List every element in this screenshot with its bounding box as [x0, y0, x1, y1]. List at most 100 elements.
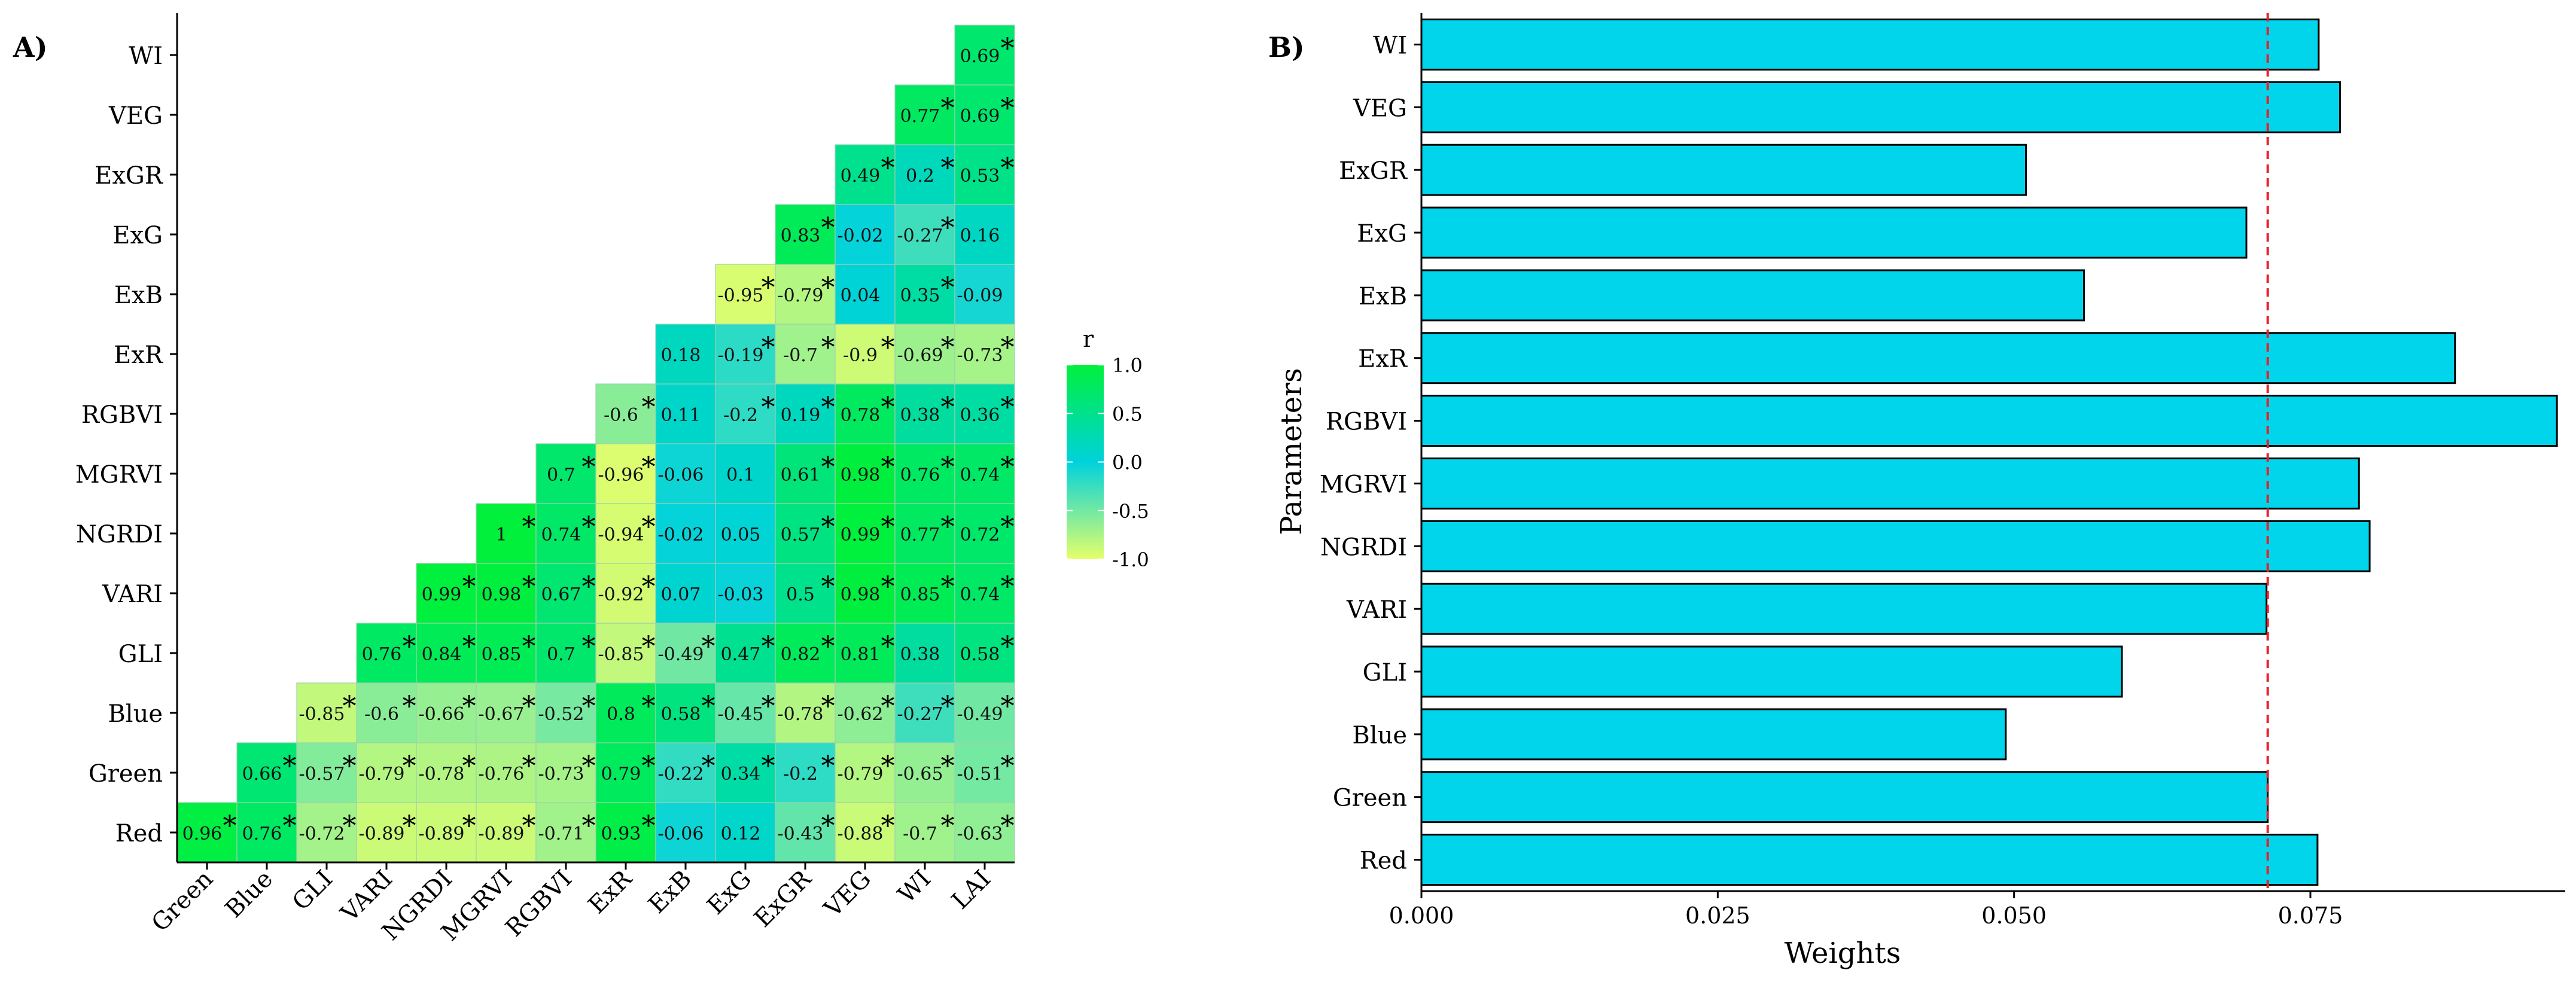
significance-star: *	[582, 630, 596, 662]
significance-star: *	[702, 749, 715, 782]
significance-star: *	[582, 809, 596, 841]
legend-title: r	[1083, 326, 1094, 352]
heatmap-value-label: -0.27	[897, 225, 943, 246]
heatmap-cell	[715, 324, 776, 385]
heatmap-value-label: 0.77	[900, 106, 940, 127]
significance-star: *	[1001, 151, 1015, 184]
significance-star: *	[522, 690, 536, 722]
heatmap-cell	[476, 563, 537, 624]
bar-y-tick-label: RGBVI	[1326, 408, 1407, 436]
heatmap-y-tick-label: ExG	[112, 222, 163, 249]
heatmap-cell	[715, 742, 776, 803]
heatmap-y-tick-labels: Red Green Blue GLI VARI NGRDI MGRVI RGBVI ExR ExB…	[75, 42, 177, 847]
heatmap-cell	[416, 742, 477, 803]
heatmap-y-tick-label: WI	[129, 42, 163, 70]
significance-star: *	[881, 690, 895, 722]
significance-star: *	[522, 570, 536, 602]
legend-colorbar	[1067, 365, 1104, 559]
heatmap-cell-labels: 0.96 * 0.76 * -0.72* -0.89* -0.89* -0.89* -0.71*…	[182, 32, 1015, 844]
heatmap-value-label: -0.51	[957, 764, 1003, 785]
heatmap-value-label: -0.7	[783, 345, 818, 366]
heatmap-cell	[655, 563, 716, 624]
significance-star: *	[941, 92, 955, 124]
significance-star: *	[941, 450, 955, 483]
heatmap-value-label: 0.7	[547, 465, 576, 486]
significance-star: *	[941, 391, 955, 423]
color-legend: r 1.0 0.5 0.0 -0.5 -1.0	[1067, 326, 1149, 571]
heatmap-value-label: 0.04	[841, 285, 881, 306]
panel-b-label: B)	[1268, 31, 1305, 63]
heatmap-value-label: -0.49	[957, 704, 1003, 725]
significance-star: *	[582, 690, 596, 722]
heatmap-cell	[954, 623, 1015, 684]
heatmap-y-tick-label: MGRVI	[75, 461, 163, 489]
legend-tick-label: 1.0	[1112, 354, 1143, 377]
heatmap-cell	[356, 742, 417, 803]
significance-star: *	[821, 690, 835, 722]
bars	[1420, 18, 2558, 886]
bar-y-tick-label: ExB	[1359, 283, 1407, 310]
heatmap-cell	[894, 802, 955, 863]
bar	[1420, 645, 2123, 698]
heatmap-value-label: 0.77	[900, 524, 940, 545]
significance-star: *	[522, 749, 536, 782]
heatmap-value-label: 0.85	[482, 644, 522, 665]
heatmap-value-label: -0.02	[658, 524, 704, 545]
significance-star: *	[702, 630, 715, 662]
significance-star: *	[462, 749, 476, 782]
significance-star: *	[462, 809, 476, 841]
heatmap-value-label: -0.79	[359, 764, 405, 785]
heatmap-cell	[476, 623, 537, 684]
heatmap-cell	[894, 324, 955, 385]
heatmap-cell	[954, 25, 1015, 86]
heatmap-y-tick-label: GLI	[118, 641, 163, 668]
significance-star: *	[881, 809, 895, 841]
heatmap-value-label: 0.36	[960, 405, 1000, 426]
bar-chart-axes	[1420, 13, 2565, 892]
heatmap-value-label: 0.85	[900, 584, 940, 605]
legend-tick-label: -1.0	[1112, 548, 1149, 571]
significance-star: *	[1001, 391, 1015, 423]
significance-star: *	[522, 510, 536, 542]
heatmap-axes	[176, 13, 1015, 864]
heatmap-cell	[595, 383, 656, 444]
significance-star: *	[642, 749, 656, 782]
heatmap-value-label: -0.09	[957, 285, 1003, 306]
significance-star: *	[1001, 331, 1015, 363]
heatmap-cell	[535, 802, 596, 863]
heatmap-cell	[595, 503, 656, 564]
heatmap-value-label: 0.67	[541, 584, 581, 605]
legend-tick-label: -0.5	[1112, 500, 1149, 523]
heatmap-value-label: -0.89	[419, 824, 465, 844]
y-axis-title: Parameters	[1275, 368, 1308, 535]
heatmap-y-tick-label: RGBVI	[81, 401, 163, 429]
bar	[1420, 332, 2456, 385]
heatmap-y-tick-label: ExGR	[95, 162, 164, 190]
bar	[1420, 457, 2360, 510]
correlation-heatmap: 0.96 * 0.76 * -0.72* -0.89* -0.89* -0.89* -0.71*…	[75, 13, 1015, 947]
significance-star: *	[762, 690, 775, 722]
significance-star: *	[821, 450, 835, 483]
heatmap-cell	[954, 204, 1015, 265]
heatmap-value-label: -0.02	[838, 225, 884, 246]
significance-star: *	[1001, 570, 1015, 602]
heatmap-value-label: 0.98	[841, 465, 881, 486]
heatmap-y-tick-label: Green	[89, 760, 163, 788]
significance-star: *	[582, 570, 596, 602]
significance-star: *	[343, 749, 357, 782]
heatmap-value-label: -0.79	[838, 764, 884, 785]
heatmap-y-tick-label: Red	[115, 820, 163, 847]
heatmap-value-label: 0.49	[841, 166, 881, 187]
significance-star: *	[403, 809, 416, 841]
significance-star: *	[343, 690, 357, 722]
significance-star: *	[403, 630, 416, 662]
heatmap-value-label: 0.5	[786, 584, 815, 605]
bar-x-ticks: 0.000 0.025 0.050 0.075	[1389, 891, 2343, 929]
heatmap-value-label: 0.93	[601, 824, 641, 844]
heatmap-value-label: 0.47	[721, 644, 761, 665]
x-axis-title: Weights	[1785, 937, 1901, 970]
heatmap-value-label: 0.99	[422, 584, 462, 605]
significance-star: *	[582, 450, 596, 483]
heatmap-cell	[535, 623, 596, 684]
heatmap-cell	[476, 742, 537, 803]
